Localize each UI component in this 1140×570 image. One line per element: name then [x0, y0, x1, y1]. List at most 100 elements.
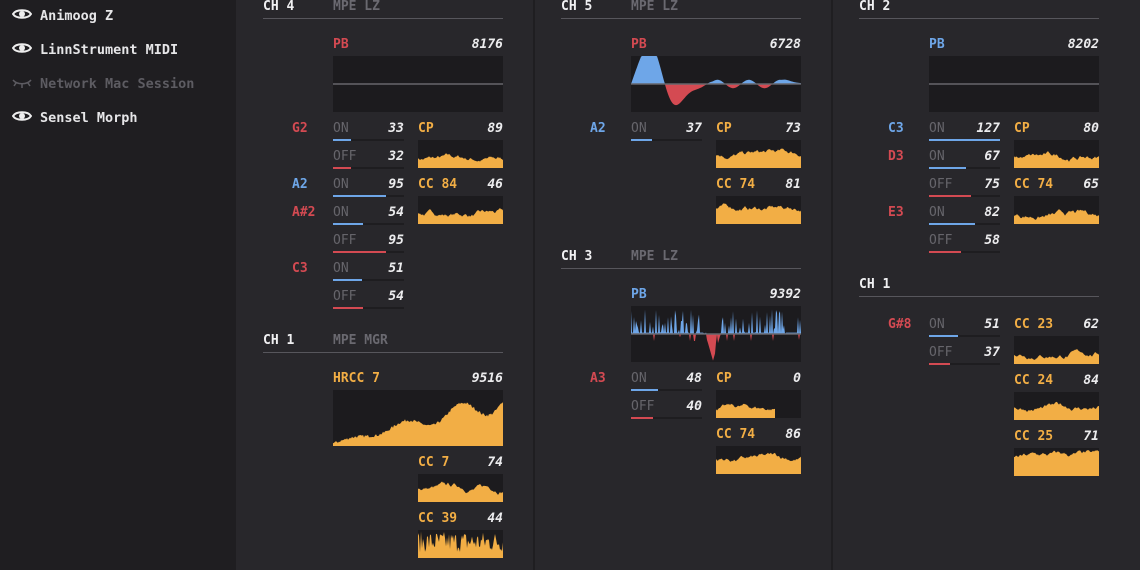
cc-graph: CC 25 71 — [1014, 423, 1099, 479]
velocity-bar-fill — [631, 389, 658, 391]
pb-negative-area — [631, 334, 801, 361]
main-graph: PB 6728 — [631, 37, 801, 112]
cc-value: 89 — [487, 121, 503, 136]
velocity-bar — [631, 389, 702, 391]
event-type: ON — [631, 121, 647, 136]
cc-header: CC 74 65 — [1014, 177, 1099, 193]
note-list: C3 ON 127 D3 ON 67 OFF 75 E3 ON 82 OFF 58 — [859, 115, 1004, 255]
event: ON 67 — [929, 149, 1000, 165]
velocity-bar-fill — [333, 195, 387, 197]
cc-label: CP — [1014, 121, 1030, 136]
cc-plot — [1014, 140, 1099, 168]
event: OFF 40 — [631, 399, 702, 415]
cc-list: CC 23 62 CC 24 84 CC 25 71 — [1014, 311, 1099, 479]
cc-graph: CC 39 44 — [418, 505, 503, 561]
device-item[interactable]: Animoog Z — [11, 6, 113, 26]
cc-header: CP 73 — [716, 121, 801, 137]
cc-value: 81 — [785, 177, 801, 192]
velocity-bar-fill — [929, 139, 1000, 141]
cc-plot — [716, 140, 801, 168]
cc-area — [1014, 151, 1099, 168]
device-item[interactable]: LinnStrument MIDI — [11, 40, 179, 60]
cc-label: CC 39 — [418, 511, 458, 526]
column-divider — [831, 0, 833, 570]
cc-label: CC 7 — [418, 455, 450, 470]
cc-value: 65 — [1083, 177, 1099, 192]
note-name: E3 — [888, 205, 904, 220]
pb-positive-area — [631, 309, 801, 334]
velocity-bar — [333, 307, 404, 309]
event-velocity: 51 — [984, 317, 1000, 332]
cc-header: CC 7 74 — [418, 455, 503, 471]
cc-area — [1014, 348, 1099, 364]
cc-graph: CC 74 86 — [716, 421, 801, 477]
main-graph: PB 9392 — [631, 287, 801, 362]
velocity-bar — [929, 335, 1000, 337]
main-graph: PB 8202 — [929, 37, 1099, 112]
main-graph-plot — [631, 306, 801, 362]
event: OFF 58 — [929, 233, 1000, 249]
velocity-bar-fill — [929, 167, 967, 169]
main-graph-plot — [631, 56, 801, 112]
device-name: LinnStrument MIDI — [40, 42, 179, 58]
cc-header: CP 80 — [1014, 121, 1099, 137]
cc-area — [1014, 209, 1099, 224]
cc-label: CC 84 — [418, 177, 458, 192]
device-name: Sensel Morph — [40, 110, 138, 126]
device-item[interactable]: Network Mac Session — [12, 74, 194, 94]
main-graph-label: PB — [631, 37, 647, 52]
cc-graph: CC 74 81 — [716, 171, 801, 227]
main-graph: HRCC 7 9516 — [333, 371, 503, 446]
cc-area — [418, 208, 503, 224]
channel-block: CH 3 MPE LZ PB 9392 A3 ON 48 OFF 40 CP 0 CC 74 86 — [561, 249, 801, 477]
cc-plot — [418, 196, 503, 224]
eye-closed-icon[interactable] — [12, 75, 32, 93]
event-type: OFF — [929, 233, 953, 248]
cc-header: CC 74 86 — [716, 427, 801, 443]
event: ON 51 — [333, 261, 404, 277]
main-graph-label: HRCC 7 — [333, 371, 380, 386]
cc-label: CC 74 — [716, 177, 756, 192]
cc-plot — [716, 196, 801, 224]
cc-plot — [716, 446, 801, 474]
device-item[interactable]: Sensel Morph — [11, 108, 138, 128]
pb-negative-area — [631, 84, 801, 106]
event-velocity: 67 — [984, 149, 1000, 164]
event-type: ON — [929, 149, 945, 164]
note-event-row: A2 ON 95 — [263, 171, 408, 199]
cc-header: CC 23 62 — [1014, 317, 1099, 333]
cc-value: 71 — [1083, 429, 1099, 444]
event: OFF 54 — [333, 289, 404, 305]
note-cc-grid: G2 ON 33 OFF 32 A2 ON 95 A#2 ON 54 OFF 95 C3 ON 51 OFF 54… — [263, 115, 503, 311]
event-velocity: 51 — [388, 261, 404, 276]
note-list: G2 ON 33 OFF 32 A2 ON 95 A#2 ON 54 OFF 95 C3 ON 51 OFF 54 — [263, 115, 408, 311]
main-graph-header: PB 8202 — [929, 37, 1099, 53]
event-velocity: 33 — [388, 121, 404, 136]
event-velocity: 54 — [388, 289, 404, 304]
channel-header: CH 5 MPE LZ — [561, 0, 801, 19]
note-event-row: OFF 32 — [263, 143, 408, 171]
eye-icon[interactable] — [11, 41, 33, 59]
channel-label: CH 2 — [859, 0, 891, 14]
cc-area — [716, 203, 801, 224]
cc-area — [418, 153, 503, 168]
cc-graph: CC 74 65 — [1014, 171, 1099, 227]
main-graph-header: PB 9392 — [631, 287, 801, 303]
event-type: ON — [333, 121, 349, 136]
cc-value: 84 — [1083, 373, 1099, 388]
event-velocity: 58 — [984, 233, 1000, 248]
eye-icon[interactable] — [11, 109, 33, 127]
main-graph-plot — [929, 56, 1099, 112]
note-name: C3 — [292, 261, 308, 276]
channel-label: CH 1 — [263, 333, 295, 348]
note-name: G#8 — [888, 317, 912, 332]
eye-icon[interactable] — [11, 7, 33, 25]
cc-label: CP — [716, 371, 732, 386]
event: ON 48 — [631, 371, 702, 387]
velocity-bar-fill — [333, 279, 362, 281]
cc-value: 0 — [793, 371, 801, 386]
channel-mode: MPE MGR — [333, 333, 388, 348]
event-type: ON — [929, 205, 945, 220]
note-name: D3 — [888, 149, 904, 164]
cc-plot — [1014, 392, 1099, 420]
